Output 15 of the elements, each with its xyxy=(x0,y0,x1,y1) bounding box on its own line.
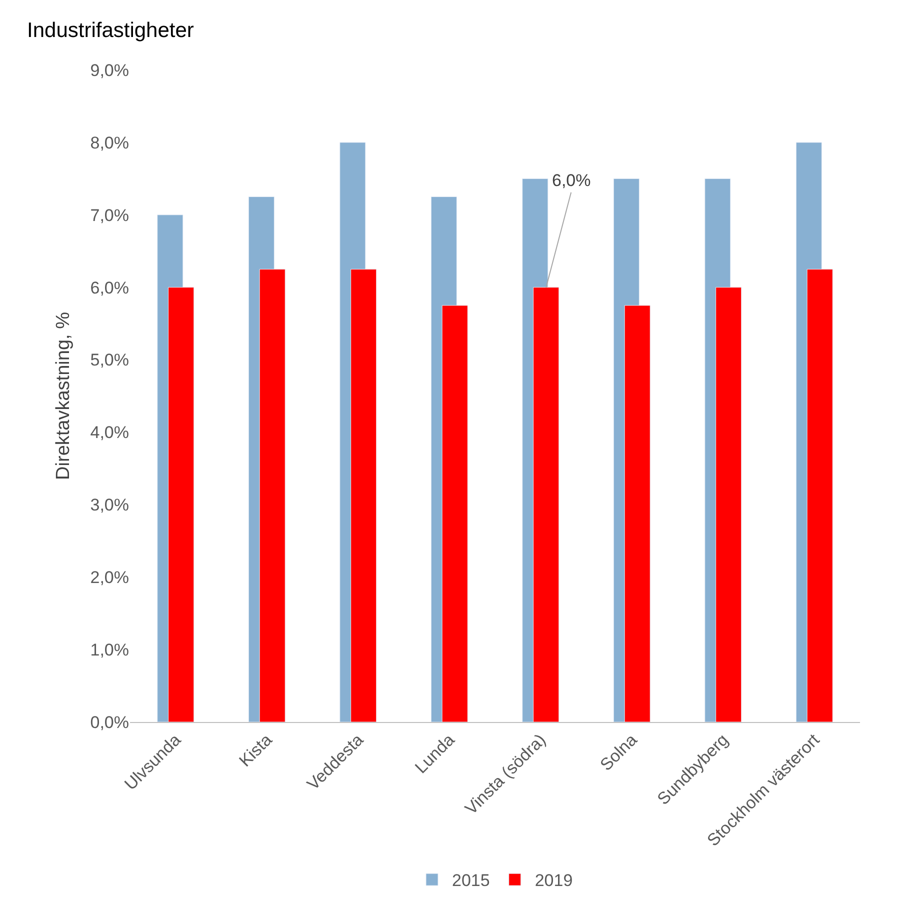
y-tick-label: 9,0% xyxy=(90,60,129,80)
chart-title: Industrifastigheter xyxy=(27,19,194,42)
y-tick-label: 5,0% xyxy=(90,350,129,370)
y-tick-label: 2,0% xyxy=(90,568,129,588)
y-tick-label: 6,0% xyxy=(90,278,129,298)
y-tick-label: 3,0% xyxy=(90,496,129,515)
annotation: 6,0% xyxy=(552,171,591,190)
y-tick-label: 4,0% xyxy=(90,423,129,442)
y-axis-title: Direktavkastning, % xyxy=(53,312,74,480)
legend-label: 2019 xyxy=(534,871,573,890)
legend-label: 2015 xyxy=(452,871,490,890)
y-tick-label: 8,0% xyxy=(90,133,129,152)
y-tick-label: 7,0% xyxy=(90,206,129,225)
y-tick-label: 0,0% xyxy=(90,712,129,732)
y-tick-label: 1,0% xyxy=(90,640,129,660)
